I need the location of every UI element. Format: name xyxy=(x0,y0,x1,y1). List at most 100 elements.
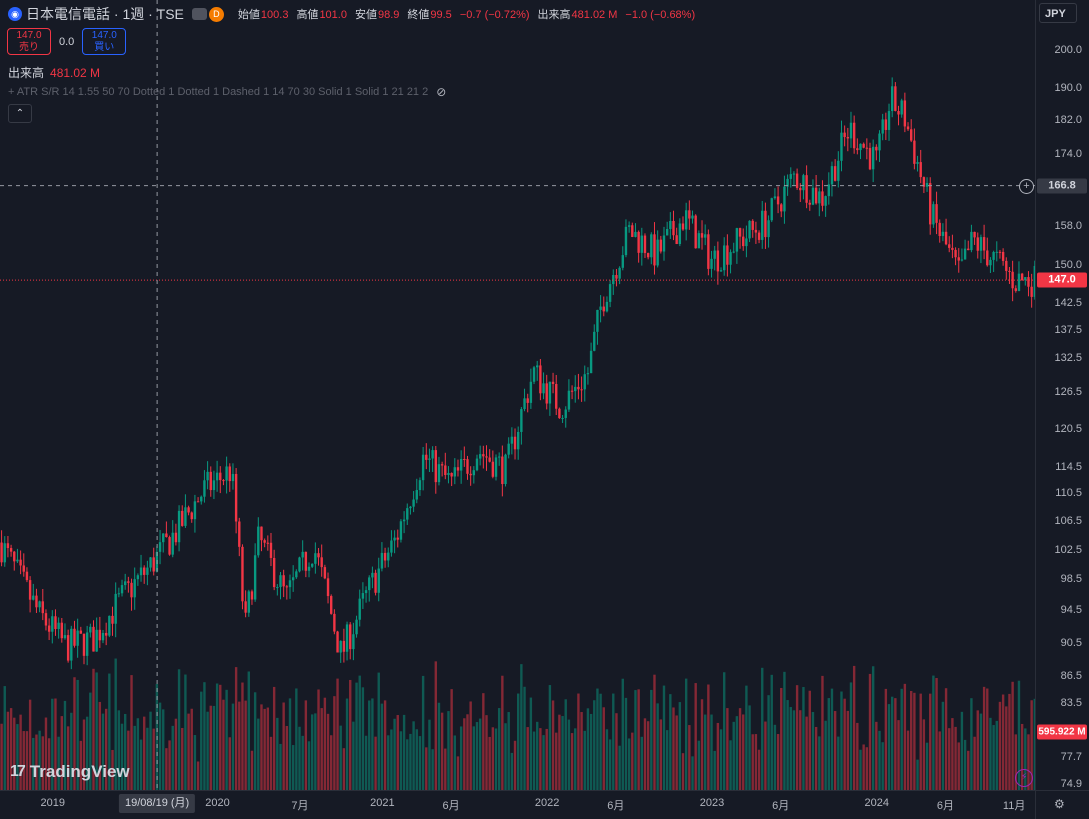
candle xyxy=(735,227,739,264)
price-axis[interactable]: 200.0 190.0 182.0 174.0 158.0 150.0 142.5 137.5… xyxy=(1035,0,1089,790)
d-badge[interactable]: D xyxy=(208,6,224,22)
candle xyxy=(402,511,406,534)
candle xyxy=(612,269,615,295)
chart-area[interactable]: ◉ 日本電信電話 · 1週 · TSE D 始値100.3 高値101.0 安値98… xyxy=(0,0,1035,790)
volume-bar xyxy=(526,727,529,790)
volume-bar xyxy=(738,708,742,790)
indicator-legend[interactable]: + ATR S/R 14 1.55 50 70 Dotted 1 Dotted … xyxy=(8,85,446,99)
volume-bar xyxy=(1017,680,1021,790)
eye-hidden-icon[interactable]: ⊘ xyxy=(436,85,447,99)
candle xyxy=(6,535,10,558)
candle xyxy=(428,448,431,472)
candle xyxy=(450,472,453,487)
candle xyxy=(938,219,941,243)
candle xyxy=(814,174,818,205)
candle xyxy=(501,445,504,497)
candle xyxy=(615,269,618,287)
symbol-title[interactable]: 日本電信電話 · 1週 · TSE xyxy=(26,6,184,22)
volume-bar xyxy=(840,691,843,790)
volume-bar xyxy=(63,700,67,790)
volume-bar xyxy=(146,727,149,790)
candle xyxy=(887,103,891,141)
volume-bar xyxy=(903,683,907,790)
chevron-up-icon[interactable]: ⌃ xyxy=(8,104,32,123)
volume-bar xyxy=(989,717,992,790)
candle xyxy=(982,224,986,260)
candle xyxy=(593,324,596,352)
currency-selector[interactable]: JPY xyxy=(1039,3,1077,23)
volume-bar xyxy=(47,738,51,790)
candle xyxy=(602,296,605,317)
candle xyxy=(973,231,976,245)
add-alert-icon[interactable]: + xyxy=(1019,179,1034,194)
volume-bar xyxy=(906,730,910,790)
volume-bar xyxy=(269,736,273,790)
candle xyxy=(859,143,862,160)
candle xyxy=(529,368,533,409)
candle xyxy=(662,226,666,261)
candle xyxy=(44,609,48,631)
time-axis[interactable]: 2019 2020 7月 2021 6月 2022 6月 2023 6月 2024 6月 11月 19/… xyxy=(0,790,1035,819)
candle xyxy=(444,452,447,480)
candle xyxy=(970,224,973,253)
volume-bar xyxy=(244,700,247,790)
candle xyxy=(507,437,510,459)
candle xyxy=(241,544,244,610)
volume-bar xyxy=(621,678,624,790)
candle xyxy=(76,618,79,658)
volume-bar xyxy=(1020,723,1024,790)
volume-bar xyxy=(574,728,577,790)
candle xyxy=(120,579,124,597)
volume-bar xyxy=(402,714,406,790)
volume-bar xyxy=(104,708,108,790)
volume-bar xyxy=(979,713,983,790)
candle xyxy=(478,445,482,466)
ohlc-value: 99.5 xyxy=(430,9,452,21)
candle xyxy=(1024,277,1027,286)
volume-bar xyxy=(545,728,548,790)
candle xyxy=(364,586,368,603)
ohlc-label: 始値 xyxy=(237,9,260,21)
candle xyxy=(361,582,365,609)
candle xyxy=(459,450,463,484)
volume-bar xyxy=(358,675,361,790)
candle xyxy=(380,542,384,572)
volume-bar xyxy=(190,708,193,790)
volume-bar xyxy=(646,721,650,790)
candle xyxy=(434,445,437,494)
candle xyxy=(200,495,203,505)
toggle-icon[interactable] xyxy=(191,8,207,20)
axis-settings[interactable]: ⚙ xyxy=(1035,790,1089,819)
volume-bar xyxy=(162,709,165,790)
price-chart[interactable] xyxy=(0,0,1035,790)
candle xyxy=(811,179,815,206)
price-tick: 98.5 xyxy=(1060,573,1082,586)
volume-bar xyxy=(66,726,70,790)
volume-bar xyxy=(494,728,498,790)
volume-bar xyxy=(707,684,710,790)
lightning-icon[interactable]: ⚡ xyxy=(1015,769,1033,787)
ohlc-label: 終値 xyxy=(407,9,430,21)
volume-bar xyxy=(3,686,6,790)
volume-bar xyxy=(520,664,523,790)
volume-legend[interactable]: 出来高 481.02 M xyxy=(8,64,100,81)
volume-bar xyxy=(821,675,824,790)
volume-bar xyxy=(516,693,520,790)
volume-bar xyxy=(310,714,314,790)
gear-icon[interactable]: ⚙ xyxy=(1054,797,1065,811)
volume-bar xyxy=(665,730,669,790)
sell-button[interactable]: 147.0 売り xyxy=(7,28,51,55)
candle xyxy=(390,530,393,557)
candle xyxy=(475,454,479,472)
candle xyxy=(1030,273,1033,308)
volume-bar xyxy=(697,740,701,790)
candle xyxy=(713,245,716,271)
volume-bar xyxy=(710,714,713,790)
candle xyxy=(1027,271,1030,297)
volume-bar xyxy=(751,734,754,790)
candle xyxy=(967,240,970,251)
buy-button[interactable]: 147.0 買い xyxy=(82,28,127,55)
candle xyxy=(868,142,872,171)
candle xyxy=(675,227,678,245)
volume-bar xyxy=(459,726,463,790)
